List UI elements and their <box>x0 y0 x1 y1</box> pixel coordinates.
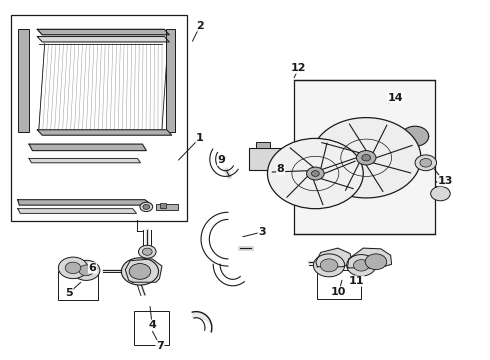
Bar <box>156 204 178 210</box>
Circle shape <box>143 204 150 210</box>
Polygon shape <box>18 200 152 205</box>
Text: 3: 3 <box>258 227 266 237</box>
Circle shape <box>139 245 156 258</box>
Circle shape <box>73 260 100 280</box>
Polygon shape <box>316 248 352 267</box>
Text: 5: 5 <box>65 288 73 298</box>
Polygon shape <box>18 209 137 213</box>
Bar <box>249 148 282 170</box>
Text: 4: 4 <box>148 320 156 330</box>
Circle shape <box>312 118 421 198</box>
Bar <box>256 142 270 148</box>
Circle shape <box>129 264 151 279</box>
Text: 10: 10 <box>331 287 346 297</box>
Circle shape <box>122 258 159 285</box>
Text: 2: 2 <box>196 21 204 31</box>
Polygon shape <box>29 144 147 150</box>
Bar <box>11 15 187 221</box>
Text: 7: 7 <box>156 341 164 351</box>
Circle shape <box>79 265 94 276</box>
Bar <box>134 311 169 345</box>
Circle shape <box>420 158 432 167</box>
Polygon shape <box>29 158 141 163</box>
Bar <box>166 30 174 132</box>
Circle shape <box>140 202 153 212</box>
Circle shape <box>362 154 370 161</box>
Bar <box>58 271 98 300</box>
Polygon shape <box>125 259 162 282</box>
Bar <box>318 270 361 299</box>
Bar <box>18 30 28 132</box>
Text: 13: 13 <box>438 176 453 186</box>
Circle shape <box>346 255 376 276</box>
Circle shape <box>356 150 376 165</box>
Polygon shape <box>347 248 392 268</box>
Circle shape <box>58 257 88 279</box>
Circle shape <box>268 138 363 209</box>
Text: 8: 8 <box>277 164 285 174</box>
Circle shape <box>65 262 81 274</box>
Circle shape <box>143 248 152 255</box>
Polygon shape <box>294 80 435 234</box>
Polygon shape <box>37 130 172 135</box>
Circle shape <box>307 167 324 180</box>
Text: 9: 9 <box>218 155 225 165</box>
Circle shape <box>314 254 344 277</box>
Bar <box>160 203 166 208</box>
Circle shape <box>365 254 387 270</box>
Text: 1: 1 <box>196 133 204 143</box>
Circle shape <box>320 259 338 272</box>
Text: 11: 11 <box>349 276 364 286</box>
Circle shape <box>353 260 369 271</box>
Circle shape <box>312 171 319 176</box>
Circle shape <box>415 155 437 171</box>
Text: 14: 14 <box>388 93 403 103</box>
Polygon shape <box>37 30 169 35</box>
Circle shape <box>401 126 429 146</box>
Text: 6: 6 <box>89 263 97 273</box>
Polygon shape <box>37 37 169 42</box>
Text: 12: 12 <box>291 63 307 73</box>
Circle shape <box>431 186 450 201</box>
